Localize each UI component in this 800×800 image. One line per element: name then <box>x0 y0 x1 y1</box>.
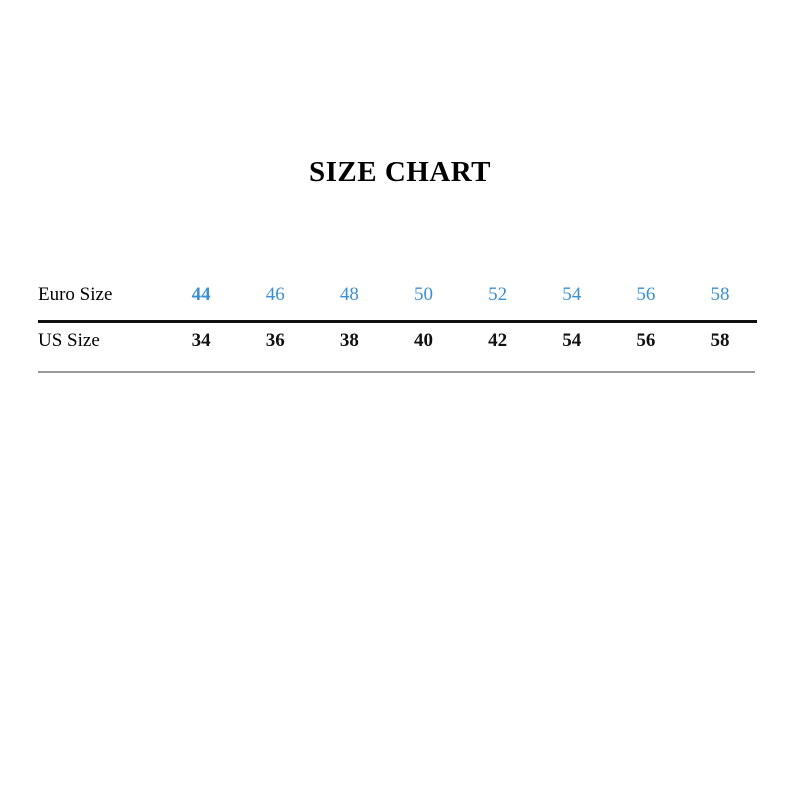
us-size-cell-5: 42 <box>488 330 508 351</box>
table-row-euro-size: Euro Size 44 46 48 50 52 54 56 58 <box>38 272 757 318</box>
table-row-us-size: US Size 34 36 38 40 42 54 56 58 <box>38 318 757 364</box>
us-size-cell-7: 56 <box>636 330 656 351</box>
euro-size-cell-5: 52 <box>488 284 508 305</box>
us-size-cell-2: 36 <box>265 330 285 351</box>
euro-size-cell-8: 58 <box>710 284 730 305</box>
euro-size-cell-4: 50 <box>413 284 433 305</box>
euro-size-cell-6: 54 <box>562 284 582 305</box>
euro-size-cell-7: 56 <box>636 284 656 305</box>
row-label-us-size: US Size <box>38 330 100 351</box>
us-size-cell-4: 40 <box>413 330 433 351</box>
row-label-euro-size: Euro Size <box>38 284 113 305</box>
euro-size-cell-2: 46 <box>265 284 285 305</box>
us-size-cell-3: 38 <box>339 330 359 351</box>
us-size-cell-1: 34 <box>191 330 211 351</box>
size-chart-table: Euro Size 44 46 48 50 52 54 56 58 US Siz… <box>38 272 757 364</box>
euro-size-cell-3: 48 <box>339 284 359 305</box>
euro-size-cell-1: 44 <box>191 284 211 305</box>
table-divider-bottom <box>38 371 755 373</box>
us-size-cell-6: 54 <box>562 330 582 351</box>
page-title: SIZE CHART <box>308 156 492 188</box>
table-divider-thick <box>38 320 757 323</box>
size-chart-table-wrapper: Euro Size 44 46 48 50 52 54 56 58 US Siz… <box>38 272 757 364</box>
us-size-cell-8: 58 <box>710 330 730 351</box>
